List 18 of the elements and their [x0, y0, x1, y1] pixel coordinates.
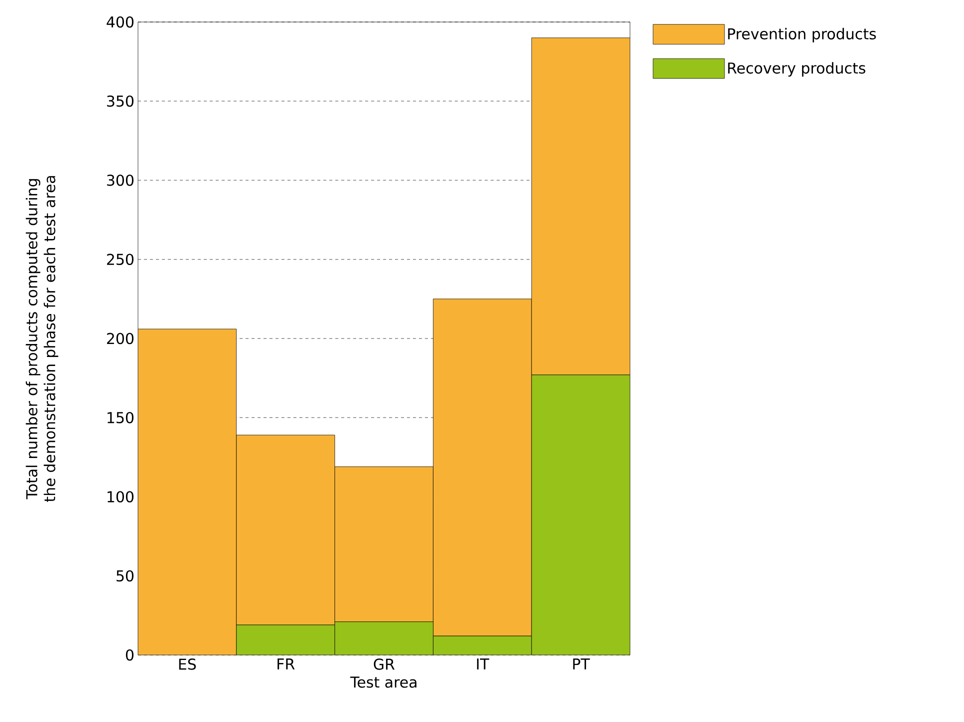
- x-tick-label: ES: [179, 658, 196, 670]
- y-tick-label: 150: [108, 412, 134, 424]
- y-tick-label: 300: [107, 174, 134, 186]
- legend-label: Recovery products: [728, 62, 866, 77]
- y-tick-label: 250: [107, 254, 134, 266]
- y-tick-label: 0: [126, 649, 134, 661]
- y-tick-label: 200: [107, 332, 134, 344]
- y-tick-label: 50: [116, 570, 134, 582]
- y-axis-title: Total number of products computed during the demonstration phase for each test area: [26, 176, 58, 502]
- y-tick-label: 350: [107, 95, 134, 107]
- x-axis-title: Test area: [350, 676, 416, 688]
- legend-label: Prevention products: [728, 28, 876, 42]
- y-tick-label: 400: [106, 16, 134, 28]
- y-tick-label: 100: [108, 491, 134, 502]
- x-tick-label: PT: [573, 658, 590, 670]
- x-tick-label: FR: [278, 658, 295, 670]
- x-tick-label: IT: [477, 658, 490, 670]
- x-tick-label: GR: [374, 658, 395, 670]
